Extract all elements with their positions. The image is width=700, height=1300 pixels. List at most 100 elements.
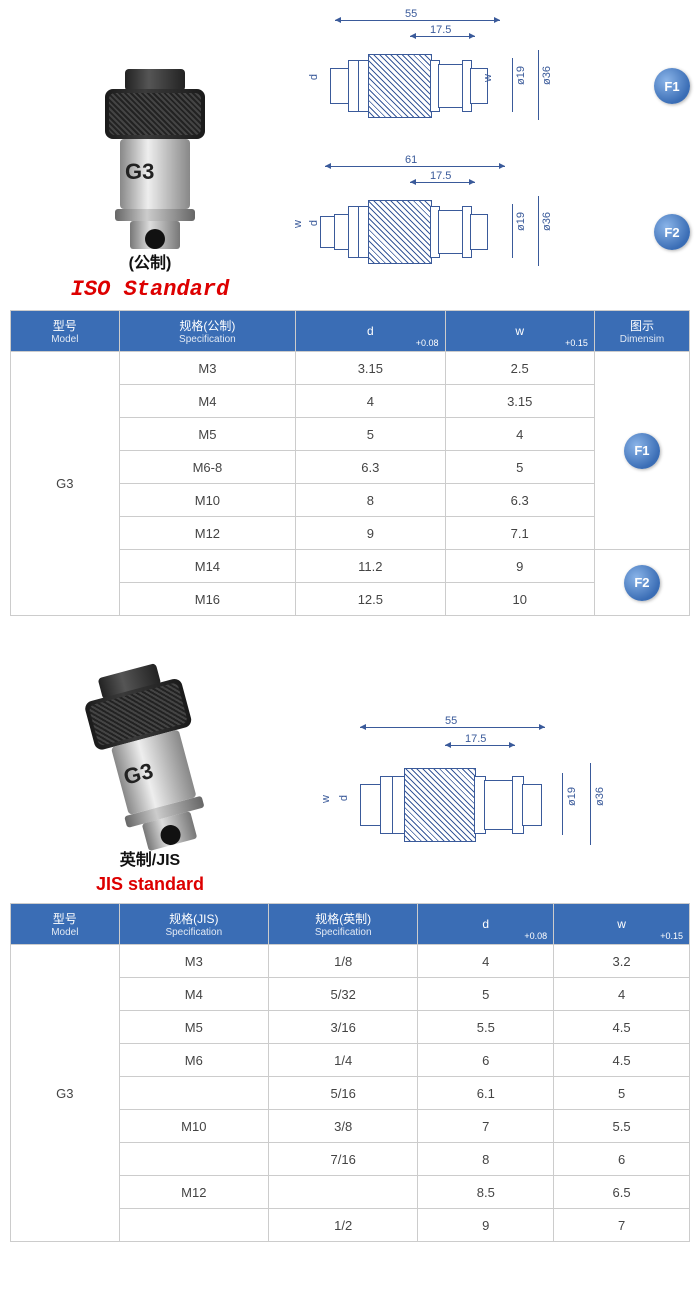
col-model: 型号Model [11,311,120,352]
cell-d: 6.1 [418,1077,554,1110]
cell-spec: M4 [119,385,296,418]
cell-w: 7.1 [445,517,594,550]
jis-diagram-col: 55 17.5 w d ø19 ø36 [290,709,690,895]
iso-header-row: 型号Model 规格(公制)Specification d+0.08 w+0.1… [11,311,690,352]
cell-imp: 5/16 [269,1077,418,1110]
cell-imp: 3/16 [269,1011,418,1044]
cell-w: 5 [554,1077,690,1110]
table-row: G3M33.152.5F1 [11,352,690,385]
cell-jis: M6 [119,1044,268,1077]
cell-w: 4.5 [554,1044,690,1077]
cell-jis: M4 [119,978,268,1011]
jis-diagram: 55 17.5 w d ø19 ø36 [290,709,690,889]
model-cell: G3 [11,352,120,616]
cell-imp [269,1176,418,1209]
iso-product-col: G3 (公制) ISO Standard [10,49,290,302]
cell-spec: M12 [119,517,296,550]
cell-w: 4 [554,978,690,1011]
cell-w: 4 [445,418,594,451]
cell-jis [119,1209,268,1242]
iso-diagram-col: 55 17.5 d w ø19 ø36 [290,10,690,302]
cell-jis: M12 [119,1176,268,1209]
cell-d: 3.15 [296,352,445,385]
g3-label: G3 [125,159,154,185]
table-row: G3M31/843.2 [11,945,690,978]
cell-w: 6 [554,1143,690,1176]
cell-w: 3.2 [554,945,690,978]
cell-d: 8.5 [418,1176,554,1209]
cell-w: 6.3 [445,484,594,517]
jis-cn-label: 英制/JIS [120,852,180,869]
cell-d: 5 [296,418,445,451]
iso-top-row: G3 (公制) ISO Standard 55 17.5 [10,10,690,302]
cell-spec: M16 [119,583,296,616]
cell-w: 9 [445,550,594,583]
f1-badge-icon: F1 [654,68,690,104]
cell-d: 5.5 [418,1011,554,1044]
col-dim: 图示Dimensim [594,311,689,352]
cell-d: 4 [296,385,445,418]
col-d: d+0.08 [418,904,554,945]
cell-d: 8 [418,1143,554,1176]
cell-imp: 5/32 [269,978,418,1011]
cell-jis: M10 [119,1110,268,1143]
cell-w: 3.15 [445,385,594,418]
col-d: d+0.08 [296,311,445,352]
iso-diagram-f1: 55 17.5 d w ø19 ø36 [290,10,690,150]
cell-w: 6.5 [554,1176,690,1209]
cell-spec: M3 [119,352,296,385]
cell-d: 4 [418,945,554,978]
col-model: 型号Model [11,904,120,945]
jis-standard-label: JIS standard [10,874,290,895]
jis-header-row: 型号Model 规格(JIS)Specification 规格(英制)Speci… [11,904,690,945]
col-w: w+0.15 [554,904,690,945]
cell-imp: 1/4 [269,1044,418,1077]
jis-section: G3 英制/JIS JIS standard 55 17.5 [10,646,690,1242]
cell-spec: M5 [119,418,296,451]
cell-w: 10 [445,583,594,616]
f2-badge-icon: F2 [654,214,690,250]
cell-d: 12.5 [296,583,445,616]
cell-w: 7 [554,1209,690,1242]
cell-spec: M14 [119,550,296,583]
cell-d: 5 [418,978,554,1011]
dim-cell-f2: F2 [594,550,689,616]
cell-imp: 1/2 [269,1209,418,1242]
cell-d: 6.3 [296,451,445,484]
cell-d: 9 [418,1209,554,1242]
iso-section: G3 (公制) ISO Standard 55 17.5 [10,10,690,616]
cell-spec: M6-8 [119,451,296,484]
dim-cell-f1: F1 [594,352,689,550]
model-cell: G3 [11,945,120,1242]
jis-product-col: G3 英制/JIS JIS standard [10,646,290,895]
col-imp: 规格(英制)Specification [269,904,418,945]
cell-w: 5.5 [554,1110,690,1143]
cell-d: 7 [418,1110,554,1143]
cell-d: 11.2 [296,550,445,583]
iso-product-image: G3 [65,49,235,249]
cell-d: 9 [296,517,445,550]
cell-jis [119,1143,268,1176]
iso-cn-label: (公制) [129,255,172,272]
f2-badge-icon: F2 [624,565,660,601]
col-w: w+0.15 [445,311,594,352]
cell-jis: M3 [119,945,268,978]
cell-d: 8 [296,484,445,517]
col-jis: 规格(JIS)Specification [119,904,268,945]
cell-d: 6 [418,1044,554,1077]
cell-jis: M5 [119,1011,268,1044]
cell-imp: 1/8 [269,945,418,978]
cell-spec: M10 [119,484,296,517]
cell-imp: 3/8 [269,1110,418,1143]
cell-w: 4.5 [554,1011,690,1044]
iso-table: 型号Model 规格(公制)Specification d+0.08 w+0.1… [10,310,690,616]
f1-badge-icon: F1 [624,433,660,469]
iso-standard-label: ISO Standard [10,277,290,302]
jis-top-row: G3 英制/JIS JIS standard 55 17.5 [10,646,690,895]
cell-w: 2.5 [445,352,594,385]
cell-jis [119,1077,268,1110]
col-spec: 规格(公制)Specification [119,311,296,352]
iso-diagram-f2: 61 17.5 w d ø19 [290,156,690,296]
cell-imp: 7/16 [269,1143,418,1176]
jis-table: 型号Model 规格(JIS)Specification 规格(英制)Speci… [10,903,690,1242]
